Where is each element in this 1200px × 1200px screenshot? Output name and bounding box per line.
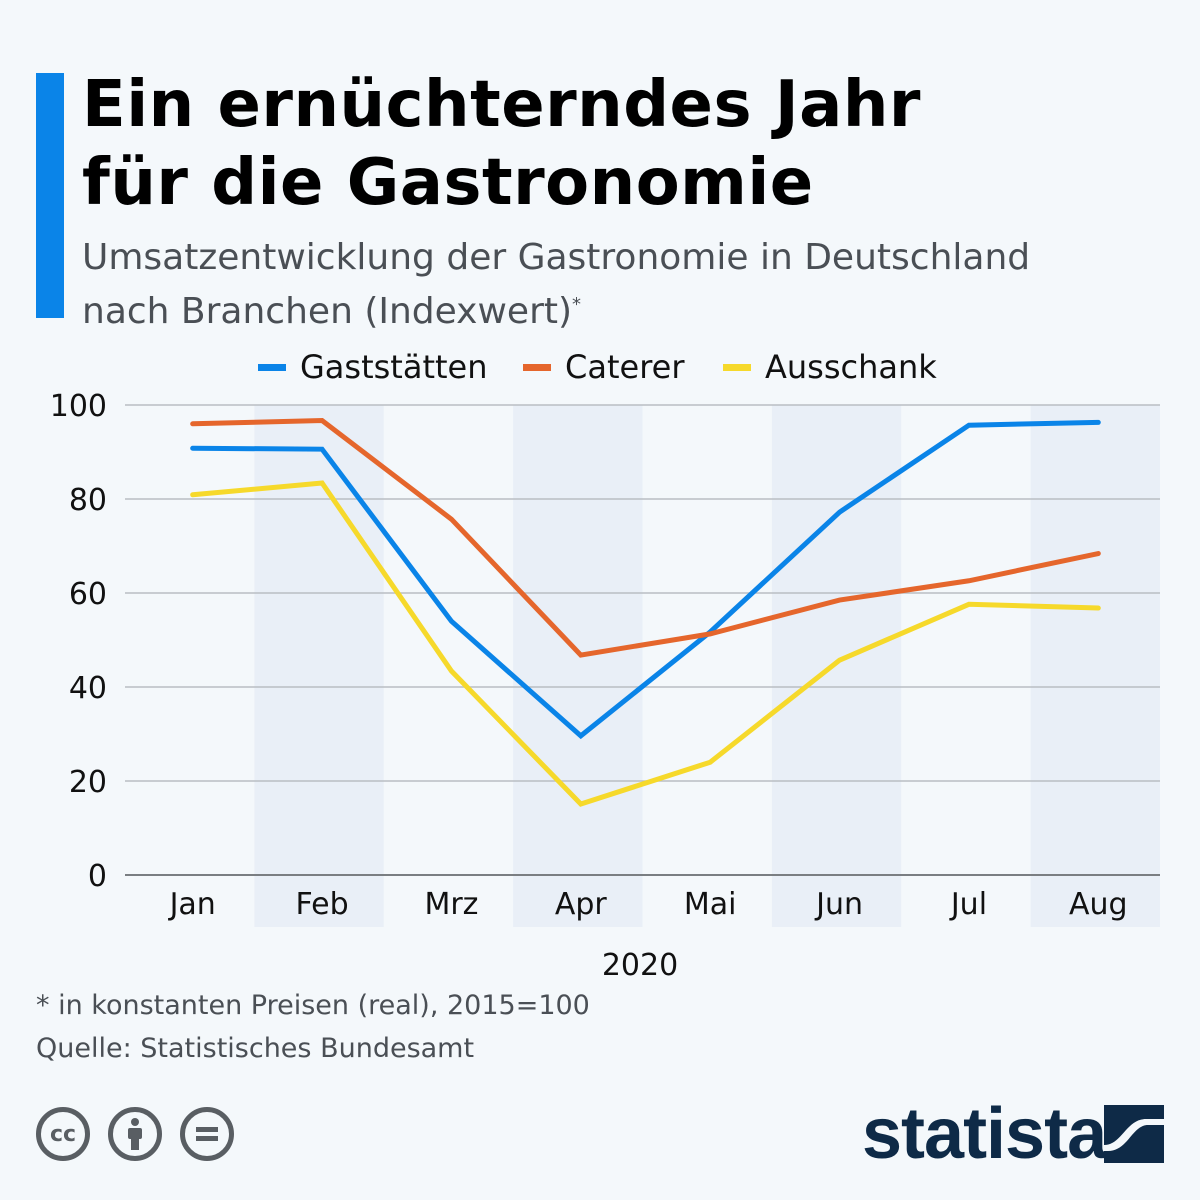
legend-label: Caterer bbox=[565, 348, 685, 386]
column-band bbox=[513, 405, 643, 927]
column-band bbox=[771, 405, 902, 927]
statista-logo-icon bbox=[1104, 1105, 1164, 1163]
column-band bbox=[1030, 405, 1160, 927]
legend-swatch bbox=[523, 364, 551, 371]
footnote: * in konstanten Preisen (real), 2015=100 bbox=[36, 990, 590, 1021]
chart-title: Ein ernüchterndes Jahr für die Gastronom… bbox=[82, 66, 921, 222]
title-line-2: für die Gastronomie bbox=[82, 146, 814, 220]
subtitle-line-1: Umsatzentwicklung der Gastronomie in Deu… bbox=[82, 237, 1031, 278]
x-tick-label: Mrz bbox=[424, 887, 478, 922]
y-tick-label: 40 bbox=[69, 671, 107, 706]
no-derivatives-icon[interactable] bbox=[180, 1107, 234, 1161]
cc-icon[interactable]: cc bbox=[36, 1107, 90, 1161]
y-tick-label: 100 bbox=[50, 389, 107, 424]
legend-swatch bbox=[258, 364, 286, 371]
y-tick-label: 0 bbox=[88, 859, 107, 894]
x-tick-label: Apr bbox=[555, 887, 608, 922]
brand-name: statista bbox=[862, 1094, 1107, 1174]
x-tick-label: Jan bbox=[168, 887, 216, 922]
attribution-icon[interactable] bbox=[108, 1107, 162, 1161]
subtitle-asterisk: * bbox=[572, 294, 582, 315]
x-tick-label: Jun bbox=[814, 887, 863, 922]
subtitle-line-2: nach Branchen (Indexwert) bbox=[82, 291, 573, 332]
x-tick-label: Aug bbox=[1069, 887, 1128, 922]
legend-label: Ausschank bbox=[765, 348, 937, 386]
chart-subtitle: Umsatzentwicklung der Gastronomie in Deu… bbox=[82, 234, 1030, 335]
legend-swatch bbox=[723, 364, 751, 371]
x-axis-label: 2020 bbox=[602, 948, 678, 983]
column-band bbox=[254, 405, 384, 927]
series-line-caterer bbox=[190, 417, 1101, 658]
x-tick-label: Jul bbox=[949, 887, 987, 922]
series-line-gaststätten bbox=[190, 419, 1101, 740]
title-accent-bar bbox=[36, 73, 64, 318]
series-line-ausschank bbox=[190, 480, 1101, 807]
x-tick-label: Feb bbox=[296, 887, 349, 922]
source: Quelle: Statistisches Bundesamt bbox=[36, 1033, 475, 1064]
y-tick-label: 20 bbox=[69, 765, 107, 800]
legend-label: Gaststätten bbox=[300, 348, 488, 386]
y-tick-label: 60 bbox=[69, 577, 107, 612]
statista-logo[interactable]: statista bbox=[862, 1093, 1107, 1175]
y-tick-label: 80 bbox=[69, 483, 107, 518]
x-tick-label: Mai bbox=[684, 887, 737, 922]
line-chart: 0 20 40 60 80 100 Jan Feb Mrz Apr Mai Jun Jul Aug 2020… bbox=[50, 348, 1160, 983]
title-line-1: Ein ernüchterndes Jahr bbox=[82, 68, 921, 142]
